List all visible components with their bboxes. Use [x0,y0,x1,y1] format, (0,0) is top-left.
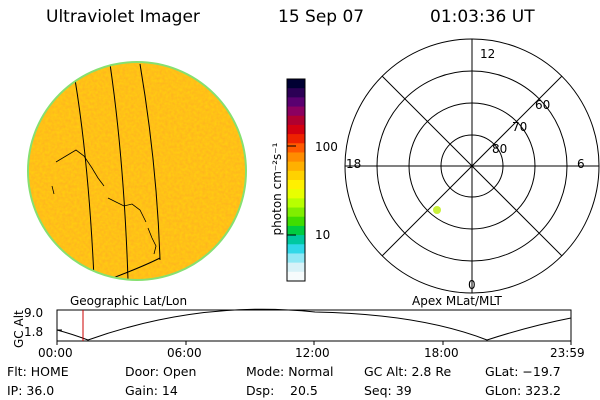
colorbar-band [287,106,305,117]
info-ip: IP: 36.0 [7,383,55,398]
info-glon: GLon: 323.2 [485,383,561,398]
colorbar-band [287,170,305,181]
colorbar-band [287,88,305,98]
colorbar-band [287,235,305,245]
x-tick-2359: 23:59 [550,346,585,360]
info-gc-alt: GC Alt: 2.8 Re [364,364,452,379]
info-seq: Seq: 39 [364,383,412,398]
info-dsp-value: 20.5 [290,383,318,398]
lat-label-70: 70 [512,120,528,134]
colorbar-band [287,189,305,199]
info-door: Door: Open [125,364,197,379]
info-dsp-label: Dsp: [246,383,275,398]
colorbar-band [287,79,305,89]
colorbar-band [287,271,305,282]
colorbar-gradient [287,79,305,282]
colorbar-band [287,244,305,254]
mlt-label-0: 0 [468,278,476,292]
polar-marker [433,206,441,214]
mlt-label-6: 6 [577,157,585,171]
colorbar-band [287,180,305,190]
colorbar-band [287,143,305,153]
x-tick-1800: 18:00 [424,346,459,360]
colorbar-tick-100: 100 [315,140,338,154]
x-tick-0000: 00:00 [38,346,73,360]
header-time: 01:03:36 UT [430,7,535,27]
colorbar-band [287,134,305,144]
info-flt: Flt: HOME [7,364,69,379]
mlt-label-18: 18 [346,157,362,171]
header-date: 15 Sep 07 [278,7,365,27]
lat-label-80: 80 [492,142,508,156]
colorbar-band [287,262,305,273]
info-gain: Gain: 14 [125,383,178,398]
colorbar-band [287,115,305,126]
instrument-title: Ultraviolet Imager [46,7,200,27]
polar-caption: Apex MLat/MLT [412,294,502,308]
longitude-lines [71,63,161,279]
altitude-curve [56,308,572,341]
x-tick-0600: 06:00 [167,346,202,360]
info-glat: GLat: −19.7 [485,364,561,379]
colorbar-tick-10: 10 [315,228,331,242]
colorbar-band [287,161,305,172]
colorbar-band [287,97,305,108]
colorbar-band [287,124,305,135]
colorbar-band [287,225,305,236]
colorbar-band [287,152,305,163]
globe-caption: Geographic Lat/Lon [70,294,188,308]
colorbar-band [287,216,305,227]
colorbar-band [287,253,305,264]
coastlines [51,149,157,255]
altitude-ytick-9: 9.0 [24,306,44,320]
colorbar-band [287,198,305,209]
mlt-label-12: 12 [480,47,496,61]
altitude-ytick-1-8: 1.8 [24,325,44,339]
colorbar-band [287,207,305,218]
info-mode: Mode: Normal [246,364,334,379]
lat-label-60: 60 [535,98,551,112]
x-tick-1200: 12:00 [295,346,330,360]
